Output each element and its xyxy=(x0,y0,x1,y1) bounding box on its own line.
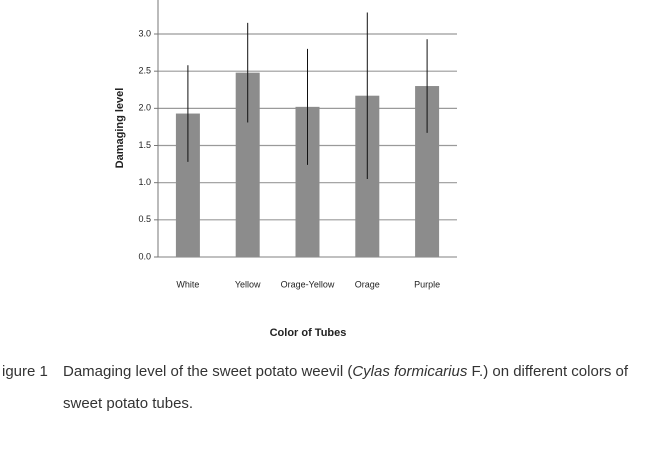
species-name: Cylas formicarius xyxy=(352,363,468,380)
caption-text: F.) on different colors of xyxy=(467,363,628,380)
caption-text: Damaging level of the sweet potato weevi… xyxy=(63,363,352,380)
x-tick-label: White xyxy=(176,279,199,289)
y-tick-label: 0.5 xyxy=(138,214,151,224)
y-axis-title: Damaging level xyxy=(114,88,126,169)
x-axis-title: Color of Tubes xyxy=(270,327,347,339)
y-tick-label: 3.0 xyxy=(138,28,151,38)
x-tick-label: Orage xyxy=(355,279,380,289)
caption-line: Damaging level of the sweet potato weevi… xyxy=(63,363,629,380)
y-tick-label: 0.0 xyxy=(138,251,151,261)
figure-label: igure 1 xyxy=(2,363,48,380)
caption-line: sweet potato tubes. xyxy=(63,395,193,412)
y-tick-label: 1.0 xyxy=(138,177,151,187)
x-tick-label: Orage-Yellow xyxy=(281,279,335,289)
y-tick-label: 3.5 xyxy=(138,0,151,1)
x-tick-label: Purple xyxy=(414,279,440,289)
y-tick-label: 2.0 xyxy=(138,103,151,113)
y-tick-label: 2.5 xyxy=(138,66,151,76)
x-tick-label: Yellow xyxy=(235,279,261,289)
y-tick-label: 1.5 xyxy=(138,140,151,150)
